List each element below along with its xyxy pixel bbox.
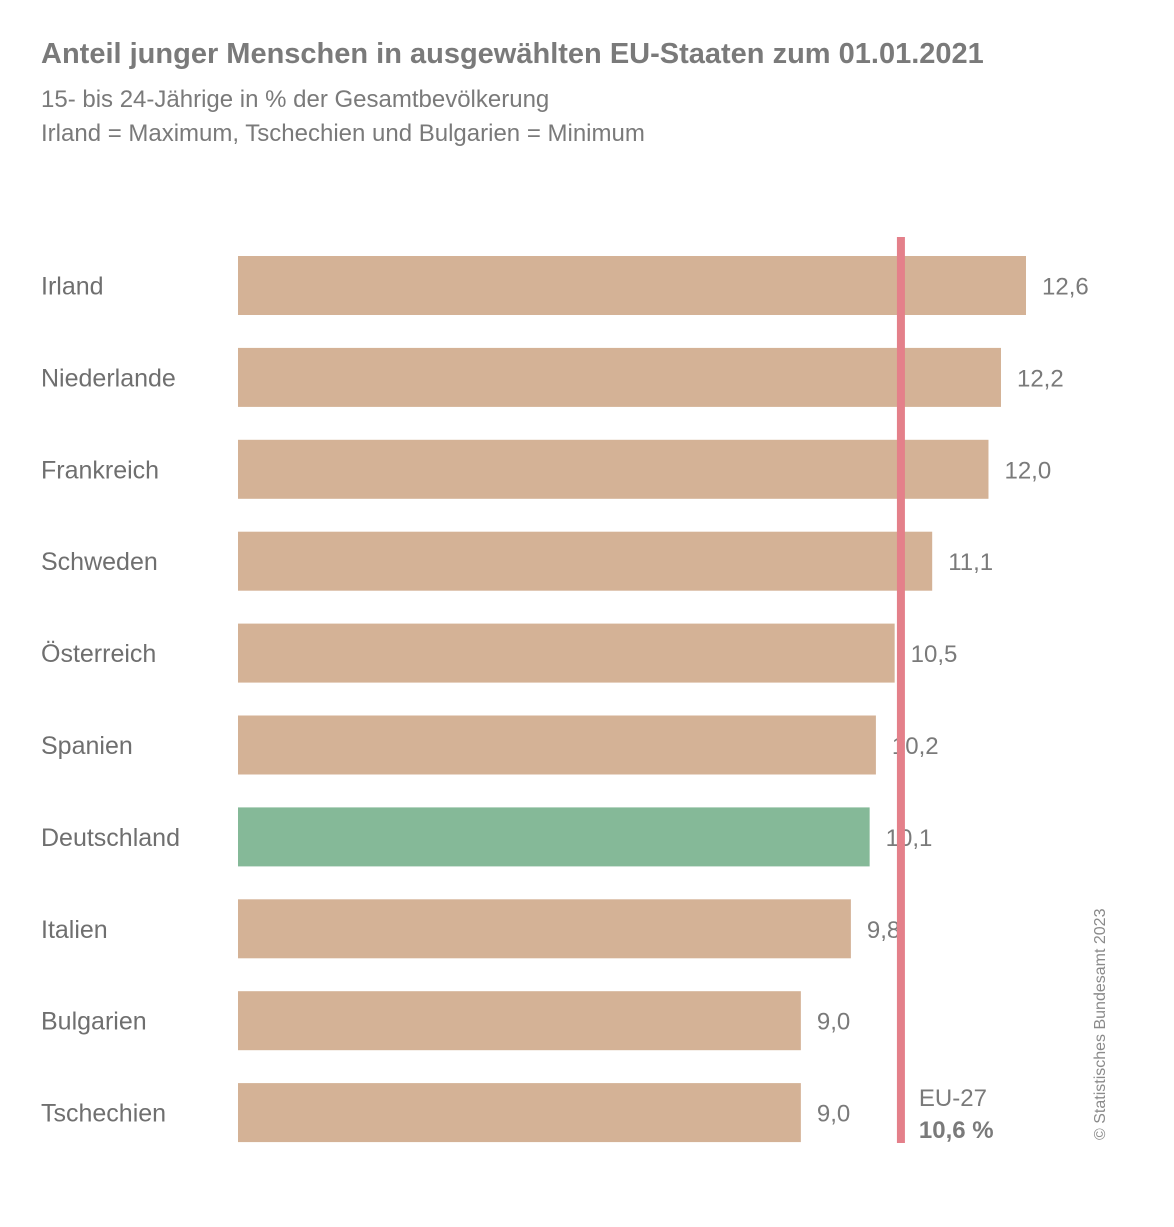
data-label: 10,5 (911, 641, 958, 668)
bar (238, 623, 895, 683)
reference-line-label: EU-27 (919, 1085, 987, 1112)
category-label: Deutschland (41, 824, 180, 852)
reference-line-value: 10,6 % (919, 1117, 994, 1144)
category-label: Schweden (41, 548, 158, 576)
bar (238, 807, 870, 867)
data-label: 9,8 (867, 917, 900, 944)
chart-subtitle-line-1: 15- bis 24-Jährige in % der Gesamtbevölk… (41, 86, 550, 113)
category-label: Spanien (41, 732, 133, 760)
data-label: 11,1 (948, 549, 993, 576)
category-label: Italien (41, 916, 108, 944)
data-label: 10,1 (886, 825, 933, 852)
category-label: Bulgarien (41, 1008, 147, 1036)
bar (238, 256, 1026, 315)
category-label: Österreich (41, 640, 156, 668)
category-label: Tschechien (41, 1100, 166, 1128)
data-label: 12,0 (1004, 457, 1051, 484)
bar (238, 439, 989, 499)
bar (238, 347, 1001, 407)
bar (238, 899, 851, 959)
category-label: Niederlande (41, 364, 176, 392)
bar (238, 715, 876, 775)
category-label: Irland (41, 273, 104, 301)
bar (238, 1083, 801, 1143)
category-label: Frankreich (41, 456, 159, 484)
data-label: 9,0 (817, 1101, 850, 1128)
bar (238, 991, 801, 1051)
chart-subtitle-line-2: Irland = Maximum, Tschechien und Bulgari… (41, 120, 645, 147)
data-label: 12,2 (1017, 365, 1064, 392)
chart-title: Anteil junger Menschen in ausgewählten E… (41, 38, 984, 70)
copyright-note: © Statistisches Bundesamt 2023 (1092, 908, 1109, 1140)
bar (238, 531, 933, 591)
data-label: 12,6 (1042, 274, 1089, 301)
data-label: 9,0 (817, 1009, 850, 1036)
